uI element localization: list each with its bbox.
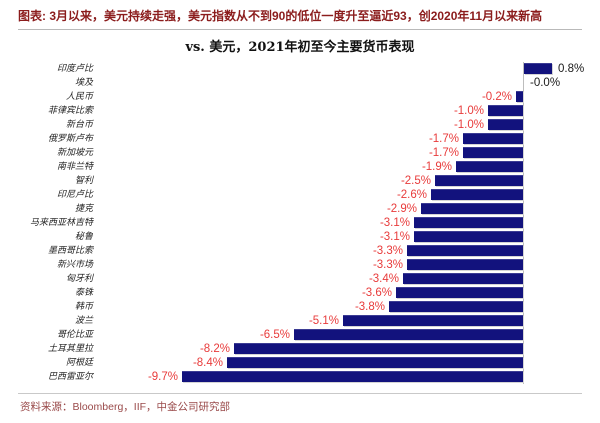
value-label: -3.4% bbox=[368, 273, 399, 285]
value-label: -1.7% bbox=[428, 133, 459, 145]
bar bbox=[463, 147, 523, 158]
chart-row: 泰铢 -3.6% bbox=[0, 286, 600, 300]
chart-row: 人民币 -0.2% bbox=[0, 90, 600, 104]
category-label: 俄罗斯卢布 bbox=[47, 134, 93, 144]
value-label: -3.1% bbox=[379, 217, 410, 229]
value-label: -3.6% bbox=[361, 287, 392, 299]
bar bbox=[456, 161, 523, 172]
zero-axis-line bbox=[523, 62, 524, 384]
value-label: -3.1% bbox=[379, 231, 410, 243]
value-label: -1.9% bbox=[421, 161, 452, 173]
chart-row: 匈牙利 -3.4% bbox=[0, 272, 600, 286]
category-label: 印度卢比 bbox=[56, 64, 93, 74]
caption-divider bbox=[18, 29, 582, 30]
chart-row: 新台币 -1.0% bbox=[0, 118, 600, 132]
value-label: -3.3% bbox=[372, 245, 403, 257]
category-label: 新加坡元 bbox=[56, 148, 93, 158]
chart-row: 印尼卢比 -2.6% bbox=[0, 188, 600, 202]
chart-row: 秘鲁 -3.1% bbox=[0, 230, 600, 244]
bar bbox=[421, 203, 523, 214]
bar bbox=[396, 287, 523, 298]
chart-row: 捷克 -2.9% bbox=[0, 202, 600, 216]
source-note: 资料来源：Bloomberg，IIF，中金公司研究部 bbox=[20, 401, 231, 413]
bar bbox=[182, 371, 523, 382]
chart-row: 南非兰特 -1.9% bbox=[0, 160, 600, 174]
chart-row: 印度卢比 0.8% bbox=[0, 62, 600, 76]
value-label: -1.7% bbox=[428, 147, 459, 159]
category-label: 印尼卢比 bbox=[56, 190, 93, 200]
bar bbox=[407, 259, 523, 270]
category-label: 阿根廷 bbox=[65, 358, 93, 368]
bar bbox=[234, 343, 523, 354]
category-label: 南非兰特 bbox=[56, 162, 93, 172]
chart-row: 埃及 -0.0% bbox=[0, 76, 600, 90]
value-label: -8.2% bbox=[199, 343, 230, 355]
category-label: 匈牙利 bbox=[65, 274, 93, 284]
chart-row: 马来西亚林吉特 -3.1% bbox=[0, 216, 600, 230]
value-label: -6.5% bbox=[259, 329, 290, 341]
chart-row: 新加坡元 -1.7% bbox=[0, 146, 600, 160]
bar bbox=[403, 273, 523, 284]
value-label: -3.3% bbox=[372, 259, 403, 271]
bar bbox=[389, 301, 523, 312]
value-label: -3.8% bbox=[354, 301, 385, 313]
bar bbox=[516, 91, 523, 102]
bar bbox=[488, 105, 523, 116]
chart-row: 波兰 -5.1% bbox=[0, 314, 600, 328]
chart-row: 智利 -2.5% bbox=[0, 174, 600, 188]
category-label: 捷克 bbox=[74, 204, 93, 214]
value-label: -2.5% bbox=[400, 175, 431, 187]
bar bbox=[488, 119, 523, 130]
value-label: -8.4% bbox=[192, 357, 223, 369]
chart-row: 韩币 -3.8% bbox=[0, 300, 600, 314]
bar bbox=[407, 245, 523, 256]
category-label: 泰铢 bbox=[74, 288, 93, 298]
bar bbox=[294, 329, 523, 340]
category-label: 新兴市场 bbox=[56, 260, 93, 270]
category-label: 土耳其里拉 bbox=[47, 344, 93, 354]
category-label: 墨西哥比索 bbox=[47, 246, 93, 256]
chart-row: 俄罗斯卢布 -1.7% bbox=[0, 132, 600, 146]
bar bbox=[227, 357, 523, 368]
category-label: 秘鲁 bbox=[74, 232, 93, 242]
value-label: -1.0% bbox=[453, 119, 484, 131]
figure-caption: 图表: 3月以来，美元持续走强，美元指数从不到90的低位一度升至逼近93，创20… bbox=[18, 9, 543, 23]
bar bbox=[463, 133, 523, 144]
chart-row: 阿根廷 -8.4% bbox=[0, 356, 600, 370]
bar bbox=[343, 315, 523, 326]
chart-row: 哥伦比亚 -6.5% bbox=[0, 328, 600, 342]
value-label: -0.2% bbox=[481, 91, 512, 103]
category-label: 埃及 bbox=[74, 78, 93, 88]
bar bbox=[431, 189, 523, 200]
value-label: -2.9% bbox=[386, 203, 417, 215]
category-label: 菲律宾比索 bbox=[47, 106, 93, 116]
value-label: -1.0% bbox=[453, 105, 484, 117]
value-label: 0.8% bbox=[558, 63, 585, 75]
value-label: -2.6% bbox=[396, 189, 427, 201]
value-label: -9.7% bbox=[147, 371, 178, 383]
category-label: 哥伦比亚 bbox=[56, 330, 93, 340]
category-label: 智利 bbox=[74, 176, 93, 186]
category-label: 马来西亚林吉特 bbox=[29, 218, 93, 228]
chart-row: 巴西雷亚尔 -9.7% bbox=[0, 370, 600, 384]
bar bbox=[414, 217, 523, 228]
bar bbox=[435, 175, 523, 186]
category-label: 人民币 bbox=[65, 92, 93, 102]
category-label: 巴西雷亚尔 bbox=[47, 372, 93, 382]
chart-row: 新兴市场 -3.3% bbox=[0, 258, 600, 272]
footer-divider bbox=[18, 393, 582, 394]
chart-row: 墨西哥比索 -3.3% bbox=[0, 244, 600, 258]
category-label: 波兰 bbox=[74, 316, 93, 326]
value-label: -0.0% bbox=[530, 77, 561, 89]
bar bbox=[524, 63, 552, 74]
chart-title: vs. 美元，2021年初至今主要货币表现 bbox=[185, 40, 415, 55]
value-label: -5.1% bbox=[308, 315, 339, 327]
chart-row: 土耳其里拉 -8.2% bbox=[0, 342, 600, 356]
bar bbox=[414, 231, 523, 242]
chart-row: 菲律宾比索 -1.0% bbox=[0, 104, 600, 118]
category-label: 新台币 bbox=[65, 120, 93, 130]
bar-chart: 印度卢比 0.8% 埃及 -0.0% 人民币 -0.2% 菲律宾比索 -1.0% 新台币 -1.0… bbox=[0, 62, 600, 384]
category-label: 韩币 bbox=[74, 302, 93, 312]
